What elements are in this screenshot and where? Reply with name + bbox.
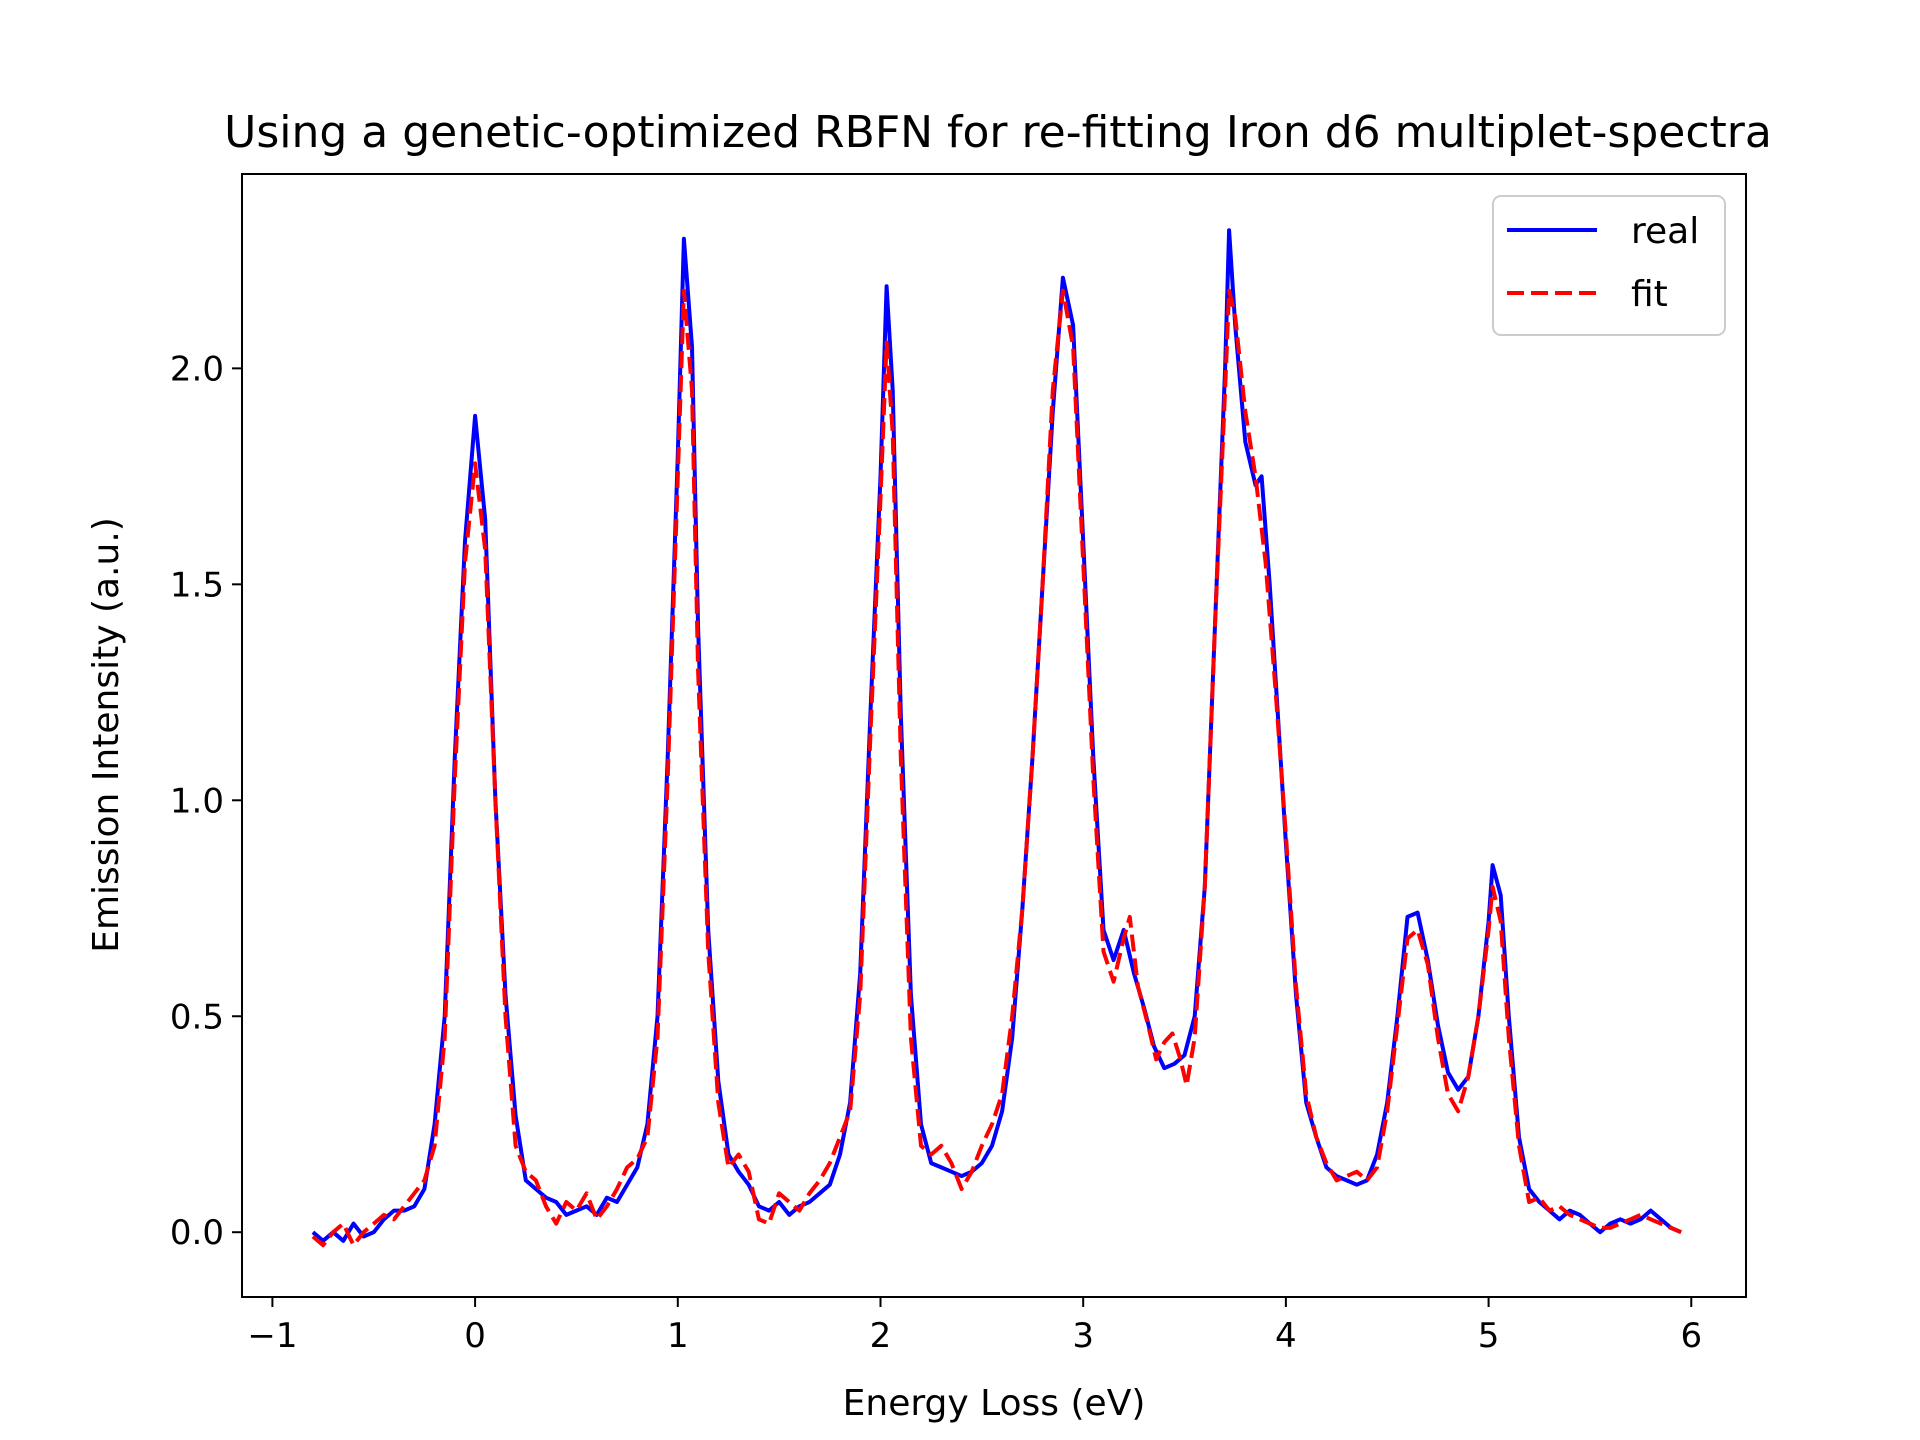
y-axis-label: Emission Intensity (a.u.) [86,517,127,953]
ticks: −1 0 1 2 3 4 5 6 0.0 0.5 1.0 1.5 2.0 [170,349,1702,1356]
x-tick-label: 2 [870,1316,892,1356]
x-tick-label: −1 [247,1316,297,1356]
y-tick-label: 1.5 [170,565,224,605]
series-line-real [311,228,1682,1243]
y-tick-label: 1.0 [170,781,224,821]
series-line-fit [311,288,1682,1248]
y-tick-label: 0.5 [170,997,224,1037]
x-tick-label: 0 [464,1316,486,1356]
x-tick-label: 4 [1275,1316,1297,1356]
legend-label-fit: fit [1631,274,1668,315]
legend: real fit [1492,195,1726,336]
x-axis-label: Energy Loss (eV) [843,1383,1146,1424]
y-tick-label: 0.0 [170,1213,224,1253]
axes-frame [241,173,1747,1298]
plot-area [311,228,1682,1248]
chart-title: Using a genetic-optimized RBFN for re-fi… [224,107,1772,158]
legend-label-real: real [1631,211,1699,252]
x-tick-label: 1 [667,1316,689,1356]
y-tick-label: 2.0 [170,349,224,389]
x-tick-label: 3 [1072,1316,1094,1356]
x-tick-label: 6 [1680,1316,1702,1356]
x-tick-label: 5 [1478,1316,1500,1356]
